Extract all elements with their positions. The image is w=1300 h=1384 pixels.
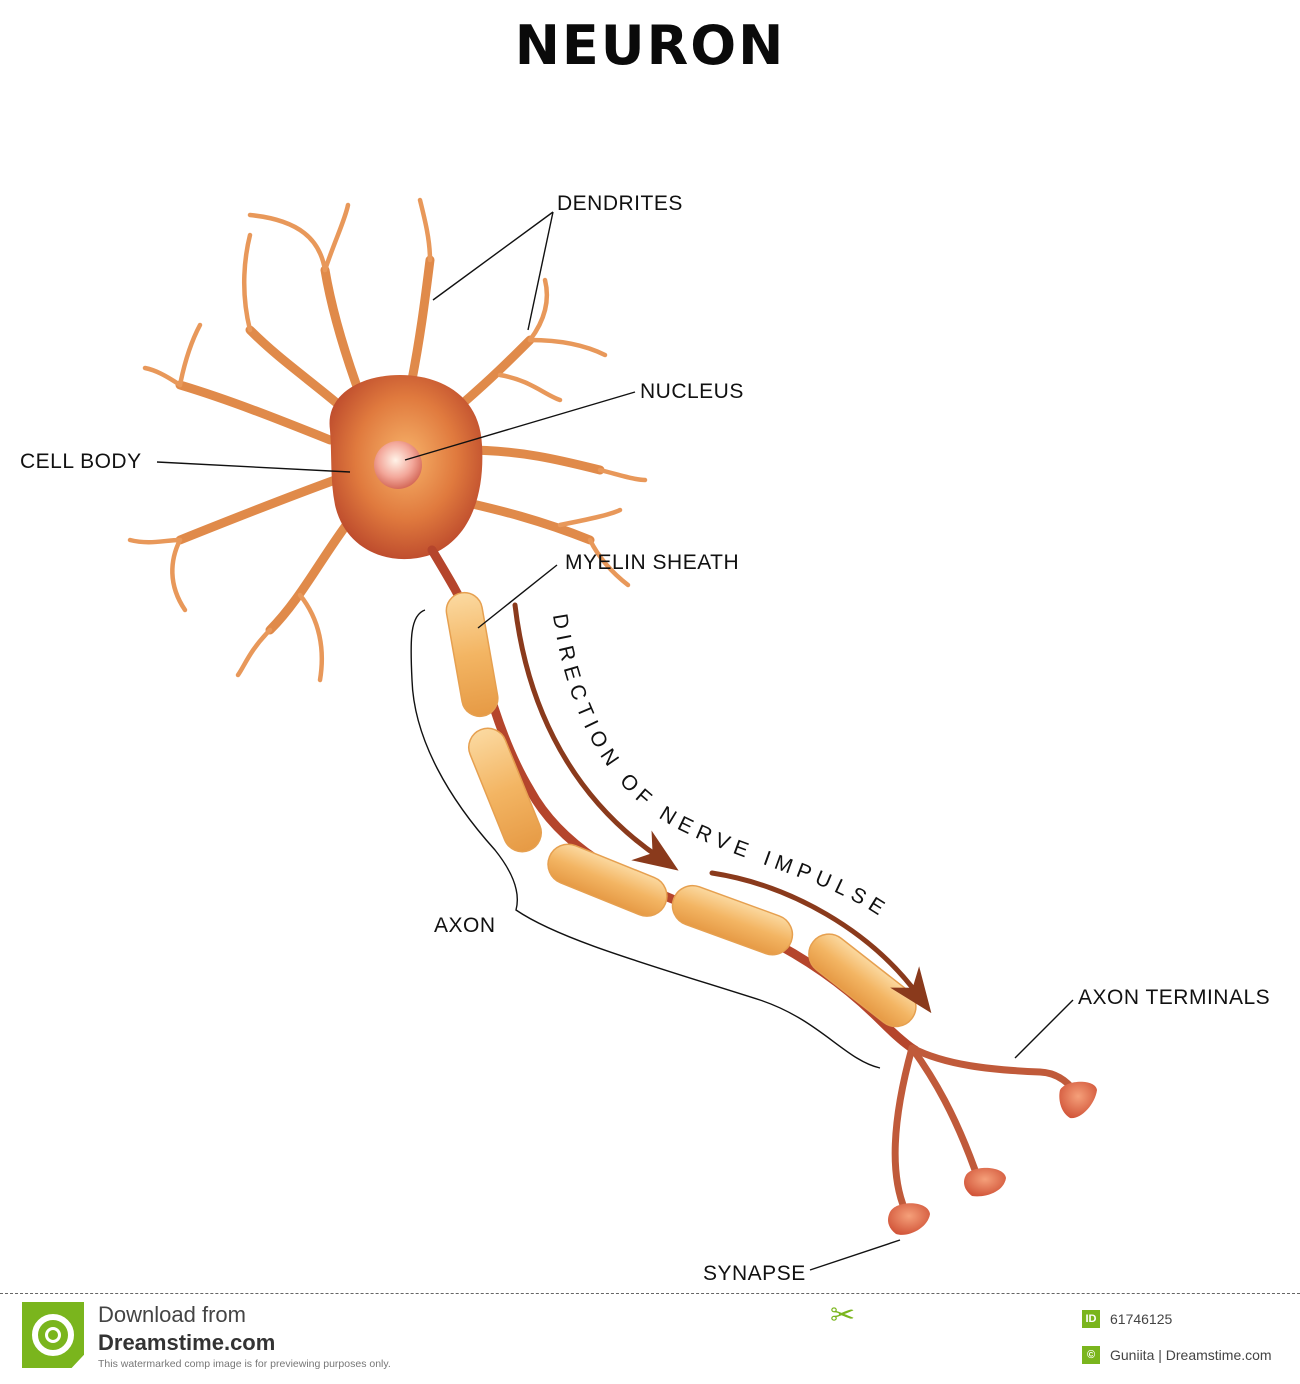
label-synapse: SYNAPSE xyxy=(703,1262,806,1285)
leader-lines xyxy=(156,211,1074,1271)
watermark-footer: Download from Dreamstime.com This waterm… xyxy=(0,1293,1300,1384)
site-name: Dreamstime.com xyxy=(98,1330,276,1355)
nucleus-shape xyxy=(374,441,422,489)
label-cell-body: CELL BODY xyxy=(20,450,142,473)
copyright-badge: © xyxy=(1082,1346,1100,1364)
download-line: Download from xyxy=(98,1302,246,1327)
image-credit: Guniita | Dreamstime.com xyxy=(1110,1347,1272,1363)
direction-label: DIRECTION OF NERVE IMPULSE xyxy=(548,612,893,923)
neuron-illustration xyxy=(127,197,1097,1271)
label-myelin-sheath: MYELIN SHEATH xyxy=(565,551,740,574)
page-title: NEURON xyxy=(514,14,786,77)
image-id: 61746125 xyxy=(1110,1311,1173,1327)
label-axon-terminals: AXON TERMINALS xyxy=(1078,986,1271,1009)
direction-text: DIRECTION OF NERVE IMPULSE xyxy=(548,612,887,923)
direction-text-layer: DIRECTION OF NERVE IMPULSE xyxy=(548,612,893,923)
label-nucleus: NUCLEUS xyxy=(640,380,744,403)
dreamstime-logo-icon xyxy=(22,1302,84,1368)
watermark-notice: This watermarked comp image is for previ… xyxy=(98,1358,391,1370)
myelin-segments xyxy=(445,591,917,1028)
label-axon: AXON xyxy=(434,914,496,937)
synapse-knobs xyxy=(888,1081,1097,1235)
scissors-icon: ✂ xyxy=(830,1299,856,1332)
id-badge: ID xyxy=(1082,1310,1100,1328)
direction-arrows xyxy=(512,602,932,1014)
label-dendrites: DENDRITES xyxy=(557,192,683,215)
axon-terminals-group xyxy=(891,1044,1079,1214)
